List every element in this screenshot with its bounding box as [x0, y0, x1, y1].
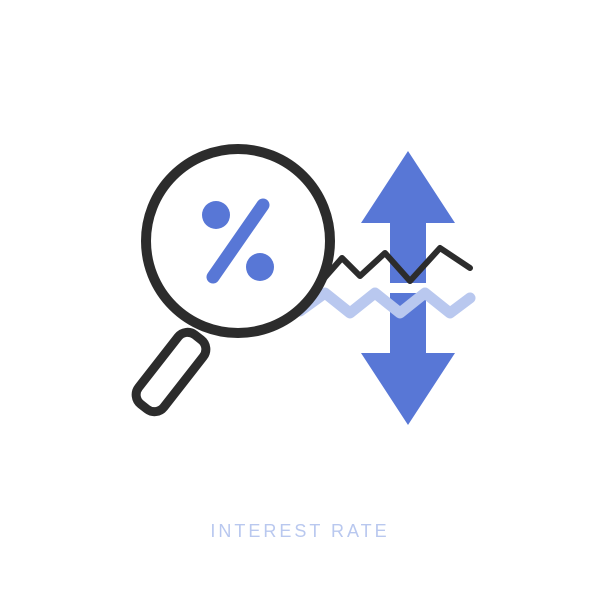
- magnifying-glass-icon: [131, 149, 330, 417]
- zigzag-bottom: [300, 293, 470, 313]
- interest-rate-icon: [110, 113, 490, 453]
- caption-label: INTEREST RATE: [210, 521, 389, 542]
